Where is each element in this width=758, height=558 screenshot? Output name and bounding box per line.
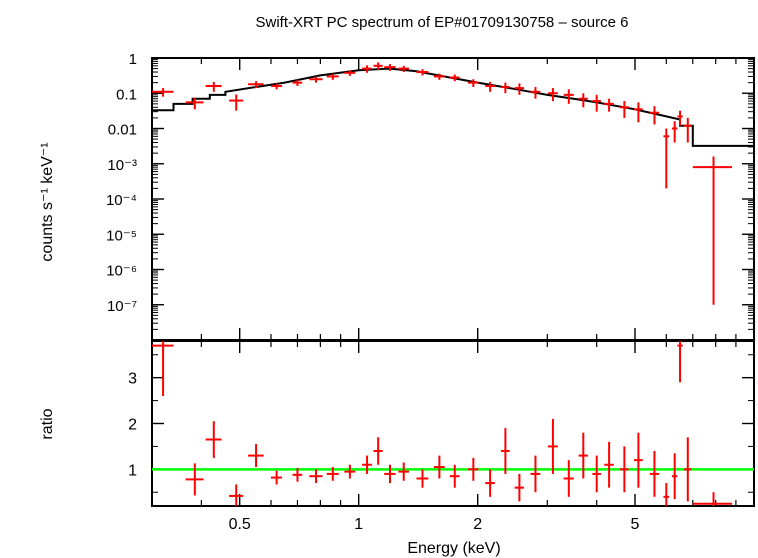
data-point: [292, 79, 303, 87]
ratio-point: [530, 455, 541, 493]
ratio-point: [514, 473, 525, 502]
data-point: [373, 62, 383, 71]
data-point: [398, 65, 409, 73]
ratio-point: [578, 432, 588, 479]
data-point: [604, 98, 614, 112]
ratio-point: [449, 464, 460, 488]
ratio-point: [692, 492, 733, 506]
data-point: [649, 106, 659, 125]
x-tick-label: 1: [354, 516, 363, 533]
ratio-point: [362, 455, 372, 474]
model-curve: [152, 67, 754, 147]
y-tick-label: 1: [129, 51, 137, 68]
data-point: [683, 117, 692, 143]
data-point: [326, 73, 339, 80]
x-axis-label: Energy (keV): [407, 540, 500, 557]
data-point: [248, 81, 264, 89]
ratio-point: [677, 341, 683, 383]
data-point: [309, 76, 323, 83]
ratio-point: [344, 464, 356, 479]
data-point: [362, 65, 372, 73]
data-point: [633, 102, 643, 123]
y-tick-label: 10⁻⁷: [107, 298, 137, 315]
x-tick-label: 0.5: [229, 516, 251, 533]
ratio-point: [384, 464, 396, 484]
ratio-point: [292, 467, 303, 482]
ratio-point: [416, 469, 429, 488]
ratio-point: [229, 484, 244, 506]
ratio-point: [467, 457, 479, 481]
ratio-point: [373, 437, 383, 465]
x-tick-label: 5: [631, 516, 640, 533]
y-axis-label-spectrum: counts s⁻¹ keV⁻¹: [39, 142, 56, 261]
data-point: [449, 74, 460, 82]
ratio-point: [649, 451, 659, 497]
y-axis-label-ratio: ratio: [39, 408, 56, 439]
ratio-frame: [151, 340, 755, 507]
data-point: [671, 121, 678, 143]
ratio-point: [547, 418, 558, 474]
ratio-point: [604, 441, 614, 488]
ratio-point: [592, 455, 601, 493]
y-tick-label: 0.01: [108, 122, 137, 139]
y-tick-label: 3: [128, 371, 137, 388]
ratio-point: [683, 437, 692, 502]
ratio-point: [248, 444, 264, 468]
data-point: [547, 88, 558, 102]
ratio-point: [500, 428, 510, 474]
y-tick-label: 10⁻⁴: [106, 192, 137, 209]
data-point: [384, 64, 396, 71]
ratio-point: [563, 460, 574, 497]
data-point: [205, 81, 222, 92]
ratio-point: [398, 462, 409, 481]
data-point: [270, 83, 283, 90]
data-point: [185, 97, 204, 110]
ratio-point: [633, 432, 643, 488]
data-point: [530, 87, 541, 99]
data-point: [514, 83, 525, 95]
data-point: [152, 88, 174, 97]
y-tick-label: 10⁻⁶: [106, 263, 137, 280]
y-tick-label: 10⁻⁵: [106, 227, 137, 244]
ratio-point: [185, 463, 204, 496]
data-point: [663, 128, 670, 189]
data-point: [592, 94, 601, 112]
y-tick-label: 1: [128, 462, 137, 479]
ratio-point: [663, 483, 670, 506]
data-point: [467, 79, 479, 88]
ratio-point: [433, 455, 445, 479]
data-point: [433, 73, 445, 80]
ratio-panel: 0.5 1 2 5 1 2 3: [128, 340, 755, 533]
ratio-point: [485, 469, 495, 497]
ratio-point: [671, 453, 678, 500]
y-tick-label: 0.1: [116, 86, 137, 103]
data-point: [578, 93, 588, 108]
ratio-point: [205, 421, 222, 458]
data-point: [563, 89, 574, 104]
data-point: [416, 69, 429, 76]
data-point: [485, 81, 495, 92]
ratio-point: [152, 341, 174, 396]
data-point: [500, 82, 510, 94]
y-tick-label: 10⁻³: [107, 157, 137, 174]
y-tick-label: 2: [128, 417, 137, 434]
ratio-point: [270, 470, 283, 485]
ratio-point: [326, 467, 339, 481]
ratio-point: [619, 446, 629, 493]
spectrum-panel: 1 0.1 0.01 10⁻³ 10⁻⁴ 10⁻⁵ 10⁻⁶ 10⁻⁷: [106, 51, 755, 341]
x-tick-label: 2: [473, 516, 482, 533]
ratio-point: [309, 469, 323, 484]
chart-title: Swift-XRT PC spectrum of EP#01709130758 …: [256, 14, 629, 31]
data-point: [619, 101, 629, 118]
data-point: [677, 110, 683, 126]
data-point: [229, 94, 244, 111]
data-point: [344, 70, 356, 76]
data-point: [692, 156, 733, 305]
